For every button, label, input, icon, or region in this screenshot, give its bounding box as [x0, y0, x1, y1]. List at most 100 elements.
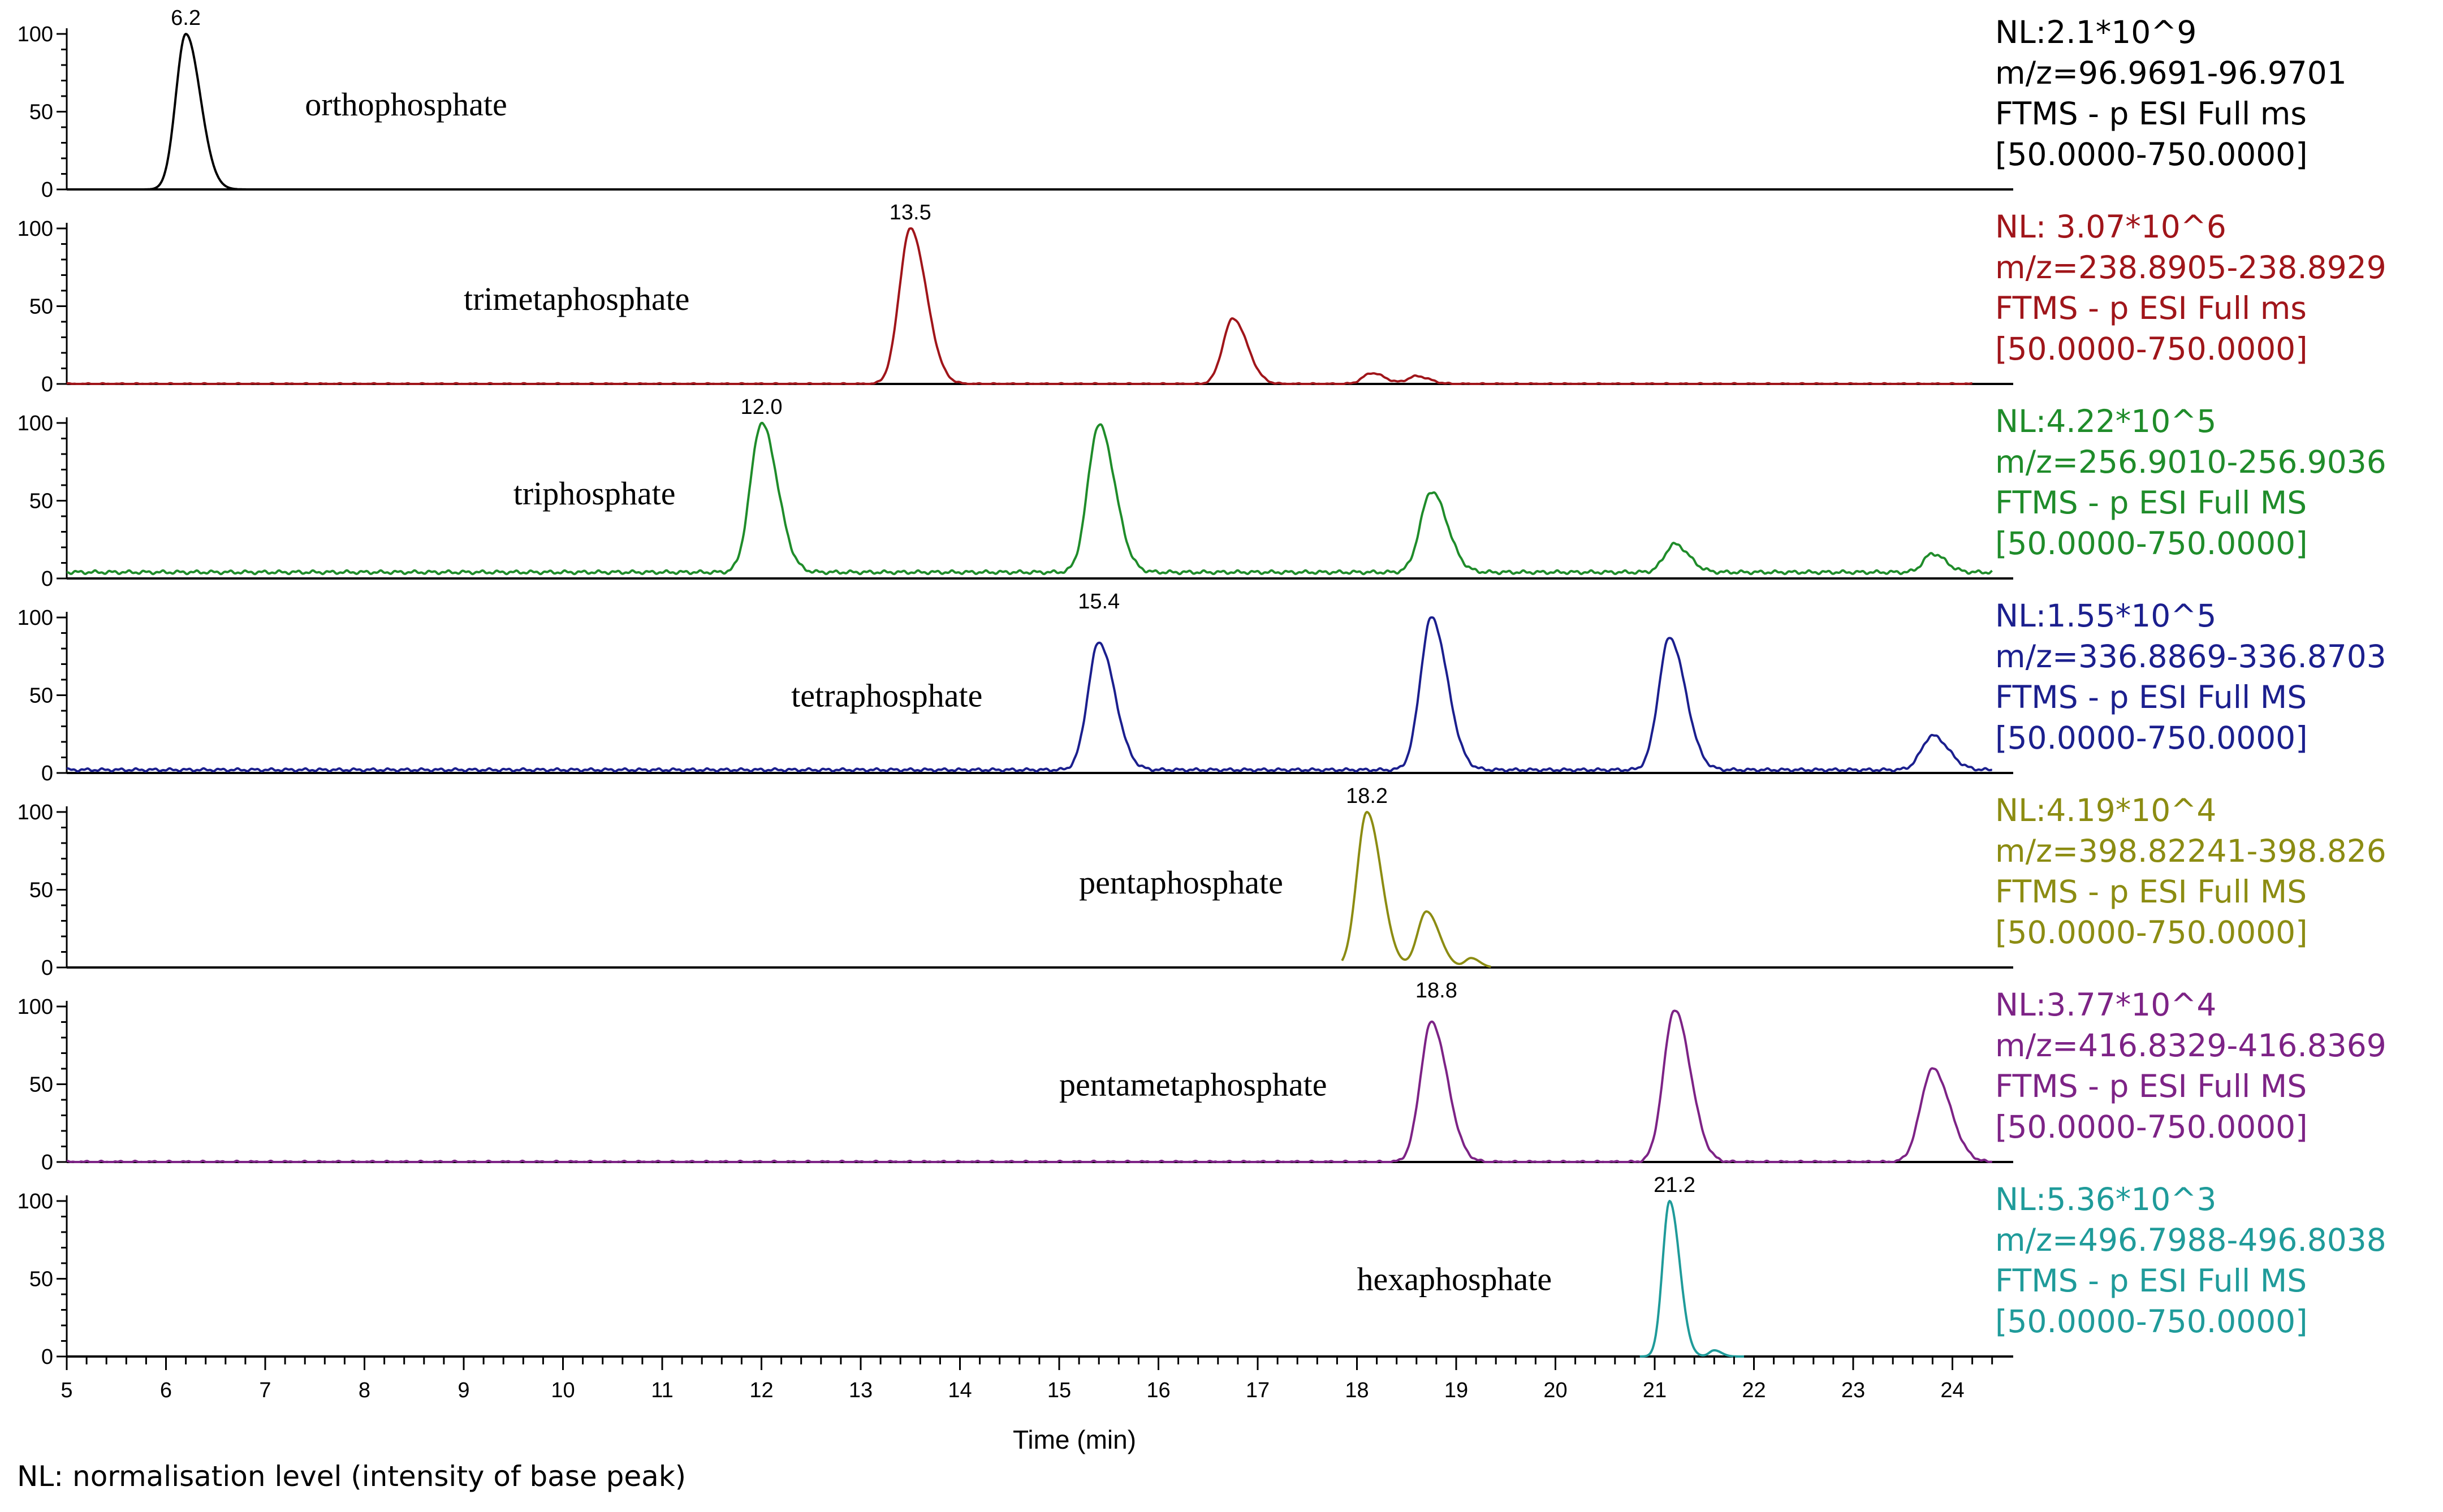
y-tick-label: 0 — [41, 178, 53, 202]
y-tick-label: 0 — [41, 1151, 53, 1174]
panel-triphosphate: 0 50 100 12.0 triphosphate NL:4.22*10^5 m/z=25… — [18, 395, 2386, 591]
y-tick-label: 50 — [29, 684, 53, 708]
panel-orthophosphate: 0 50 100 6.2 orthophosphate NL:2.1*10^9 m/z=96… — [18, 6, 2347, 202]
footnote: NL: normalisation level (intensity of ba… — [17, 1460, 686, 1493]
info-line: FTMS - p ESI Full MS — [1995, 1263, 2307, 1299]
x-tick-label: 9 — [457, 1379, 469, 1402]
y-tick-label: 50 — [29, 1268, 53, 1291]
x-tick-label: 21 — [1643, 1379, 1667, 1402]
trace-triphosphate — [66, 422, 1993, 576]
y-tick-label: 0 — [41, 567, 53, 591]
info-line: FTMS - p ESI Full MS — [1995, 1068, 2307, 1104]
x-tick-label: 15 — [1047, 1379, 1071, 1402]
x-tick-label: 5 — [61, 1379, 72, 1402]
panel-hexaphosphate: 0 50 100 21.2 hexaphosphate NL:5.36*10^3 m/z=4… — [18, 1173, 2386, 1369]
y-tick-label: 100 — [18, 801, 53, 824]
info-line: NL:4.22*10^5 — [1995, 403, 2216, 439]
panel-tetraphosphate: 0 50 100 15.4 tetraphosphate NL:1.55*10^5 m/z=… — [18, 590, 2386, 785]
info-line: FTMS - p ESI Full MS — [1995, 679, 2307, 715]
compound-label: orthophosphate — [305, 86, 507, 123]
info-line: NL: 3.07*10^6 — [1995, 209, 2226, 245]
info-line: m/z=256.9010-256.9036 — [1995, 444, 2386, 480]
peak-label: 13.5 — [890, 201, 931, 224]
x-axis-title: Time (min) — [1013, 1425, 1136, 1454]
x-tick-label: 10 — [551, 1379, 575, 1402]
x-tick-label: 19 — [1444, 1379, 1468, 1402]
x-tick-label: 14 — [948, 1379, 972, 1402]
info-line: [50.0000-750.0000] — [1995, 136, 2308, 172]
info-line: [50.0000-750.0000] — [1995, 1303, 2308, 1340]
x-tick-label: 11 — [651, 1379, 673, 1402]
x-tick-label: 6 — [160, 1379, 172, 1402]
x-tick-label: 17 — [1246, 1379, 1270, 1402]
peak-label: 18.2 — [1346, 784, 1388, 808]
panel-pentaphosphate: 0 50 100 18.2 pentaphosphate NL:4.19*10^4 m/z=… — [18, 784, 2386, 980]
info-line: m/z=96.9691-96.9701 — [1995, 55, 2347, 91]
info-line: m/z=238.8905-238.8929 — [1995, 249, 2386, 286]
peak-label: 21.2 — [1654, 1173, 1695, 1197]
info-line: FTMS - p ESI Full ms — [1995, 290, 2307, 326]
trace-orthophosphate — [66, 33, 1992, 191]
y-tick-label: 50 — [29, 1073, 53, 1097]
y-tick-label: 100 — [18, 606, 53, 630]
compound-label: pentaphosphate — [1079, 864, 1283, 901]
trace-hexaphosphate — [1639, 1200, 1745, 1358]
panel-trimetaphosphate: 0 50 100 13.5 trimetaphosphate NL: 3.07*10^6 m… — [18, 201, 2386, 396]
y-tick-label: 100 — [18, 995, 53, 1019]
trace-pentaphosphate — [1341, 811, 1491, 968]
info-line: FTMS - p ESI Full ms — [1995, 96, 2307, 132]
x-tick-label: 23 — [1841, 1379, 1865, 1402]
y-tick-label: 50 — [29, 295, 53, 319]
peak-label: 15.4 — [1078, 590, 1120, 614]
compound-label: trimetaphosphate — [464, 280, 689, 317]
y-tick-label: 100 — [18, 412, 53, 435]
info-line: NL:1.55*10^5 — [1995, 598, 2216, 634]
info-line: NL:2.1*10^9 — [1995, 14, 2196, 50]
compound-label: tetraphosphate — [791, 677, 982, 714]
info-line: m/z=496.7988-496.8038 — [1995, 1222, 2386, 1258]
chromatogram-panels: 0 50 100 6.2 orthophosphate NL:2.1*10^9 m/z=96… — [18, 6, 2386, 1369]
info-line: NL:5.36*10^3 — [1995, 1181, 2216, 1217]
time-axis: 5 6 7 8 9 10 11 12 13 14 15 16 17 18 19 20 21 22 23 24 — [61, 1357, 1993, 1402]
info-line: m/z=416.8329-416.8369 — [1995, 1027, 2386, 1064]
x-tick-label: 7 — [259, 1379, 271, 1402]
y-tick-label: 0 — [41, 956, 53, 980]
x-tick-label: 18 — [1345, 1379, 1369, 1402]
info-line: FTMS - p ESI Full MS — [1995, 874, 2307, 910]
trace-tetraphosphate — [66, 616, 1992, 773]
y-tick-label: 100 — [18, 217, 53, 241]
y-tick-label: 100 — [18, 23, 53, 46]
info-line: NL:3.77*10^4 — [1995, 987, 2216, 1023]
x-tick-label: 8 — [359, 1379, 370, 1402]
peak-label: 6.2 — [171, 6, 201, 30]
x-tick-label: 13 — [849, 1379, 873, 1402]
info-line: [50.0000-750.0000] — [1995, 331, 2308, 367]
y-tick-label: 50 — [29, 101, 53, 124]
trace-pentametaphosphate — [66, 1009, 1993, 1163]
panel-pentametaphosphate: 0 50 100 18.8 pentametaphosphate NL:3.77*10^4… — [18, 979, 2386, 1174]
x-tick-label: 22 — [1742, 1379, 1766, 1402]
compound-label: triphosphate — [513, 475, 676, 512]
info-line: [50.0000-750.0000] — [1995, 914, 2308, 951]
info-line: [50.0000-750.0000] — [1995, 525, 2308, 561]
x-tick-label: 12 — [749, 1379, 773, 1402]
info-line: [50.0000-750.0000] — [1995, 1109, 2308, 1145]
compound-label: hexaphosphate — [1357, 1261, 1552, 1298]
x-tick-label: 16 — [1146, 1379, 1170, 1402]
info-line: m/z=336.8869-336.8703 — [1995, 638, 2386, 675]
y-tick-label: 0 — [41, 762, 53, 785]
y-tick-label: 0 — [41, 1345, 53, 1369]
compound-label: pentametaphosphate — [1059, 1066, 1327, 1103]
info-line: FTMS - p ESI Full MS — [1995, 485, 2307, 521]
info-line: [50.0000-750.0000] — [1995, 720, 2308, 756]
y-tick-label: 0 — [41, 373, 53, 396]
y-tick-label: 50 — [29, 490, 53, 513]
y-tick-label: 100 — [18, 1190, 53, 1213]
peak-label: 12.0 — [741, 395, 783, 419]
info-line: NL:4.19*10^4 — [1995, 792, 2216, 828]
info-line: m/z=398.82241-398.826 — [1995, 833, 2386, 869]
trace-trimetaphosphate — [66, 227, 1972, 385]
y-tick-label: 50 — [29, 879, 53, 902]
x-tick-label: 20 — [1543, 1379, 1567, 1402]
